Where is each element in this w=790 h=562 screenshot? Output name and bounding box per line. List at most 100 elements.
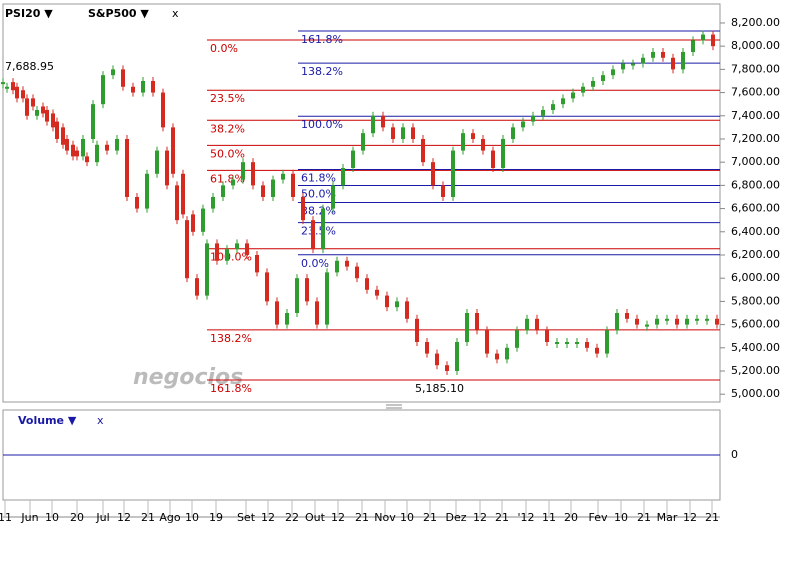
candle: [335, 260, 339, 273]
candle: [115, 138, 119, 151]
candle: [325, 272, 329, 325]
candle: [281, 173, 285, 180]
x-tick-label: 12: [473, 511, 487, 524]
x-tick-label: 10: [400, 511, 414, 524]
candle: [141, 80, 145, 93]
candle: [321, 208, 325, 250]
candle: [561, 98, 565, 105]
candle: [445, 365, 449, 371]
fib-label: 100.0%: [210, 251, 252, 264]
y-tick-label: 5,200.00: [731, 364, 780, 377]
x-tick-label: 21: [495, 511, 509, 524]
annotation: 5,185.10: [415, 382, 464, 395]
candle: [31, 98, 35, 107]
x-tick-label: 11: [542, 511, 556, 524]
close-button[interactable]: x: [97, 414, 104, 427]
candle: [455, 341, 459, 371]
candle: [615, 312, 619, 331]
candle: [241, 162, 245, 180]
candle: [221, 185, 225, 197]
candle: [395, 301, 399, 308]
fib-label: 100.0%: [301, 118, 343, 131]
candle: [1, 82, 5, 85]
candle: [65, 138, 69, 151]
x-tick-label: Nov: [374, 511, 396, 524]
candle: [175, 185, 179, 221]
candle: [651, 51, 655, 58]
candle: [255, 254, 259, 273]
candle: [61, 127, 65, 145]
candle: [305, 278, 309, 302]
candle: [331, 185, 335, 209]
candle: [135, 196, 139, 209]
x-tick-label: 21: [355, 511, 369, 524]
candle: [491, 150, 495, 168]
candle: [551, 104, 555, 110]
candle: [355, 266, 359, 279]
series-selector[interactable]: S&P500 ▼: [88, 7, 149, 20]
volume-title[interactable]: Volume ▼: [18, 414, 77, 427]
candle: [571, 92, 575, 99]
close-button[interactable]: x: [172, 7, 179, 20]
candle: [271, 179, 275, 197]
candle: [315, 301, 319, 325]
candle: [415, 318, 419, 342]
y-tick-label: 5,000.00: [731, 387, 780, 400]
candle: [341, 167, 345, 186]
candle: [515, 330, 519, 348]
fib-label: 61.8%: [301, 171, 336, 184]
candle: [585, 341, 589, 348]
candle: [385, 295, 389, 308]
candle: [535, 318, 539, 331]
candle: [25, 98, 29, 116]
x-tick-label: Dez: [445, 511, 466, 524]
fib-label: 161.8%: [210, 382, 252, 395]
candle: [145, 173, 149, 209]
candle: [655, 318, 659, 325]
fib-label: 38.2%: [301, 205, 336, 218]
candle: [291, 173, 295, 197]
candle: [361, 133, 365, 151]
fib-label: 50.0%: [301, 187, 336, 200]
x-tick-label: 20: [70, 511, 84, 524]
candle: [711, 34, 715, 47]
candle: [405, 301, 409, 319]
fib-label: 23.5%: [301, 225, 336, 238]
annotation: 7,688.95: [5, 60, 54, 73]
y-tick-label: 7,400.00: [731, 109, 780, 122]
candle: [225, 249, 229, 261]
candle: [265, 272, 269, 302]
candle: [601, 75, 605, 81]
x-tick-label: Fev: [588, 511, 607, 524]
candle: [555, 341, 559, 344]
candle: [611, 69, 615, 76]
candle: [15, 86, 19, 99]
candle: [131, 86, 135, 93]
candle: [185, 220, 189, 279]
y-tick-label: 7,600.00: [731, 86, 780, 99]
candle: [591, 80, 595, 87]
fib-label: 138.2%: [210, 332, 252, 345]
candle: [401, 127, 405, 139]
candle: [55, 121, 59, 139]
candle: [365, 278, 369, 290]
candle: [351, 150, 355, 168]
candle: [201, 208, 205, 232]
y-tick-label: 6,400.00: [731, 225, 780, 238]
candle: [11, 82, 15, 91]
candle: [661, 51, 665, 58]
x-tick-label: 12: [261, 511, 275, 524]
candle: [95, 144, 99, 163]
y-tick-label: 6,000.00: [731, 271, 780, 284]
candle: [565, 341, 569, 344]
candle: [205, 243, 209, 296]
x-tick-label: 12: [331, 511, 345, 524]
x-tick-label: Set: [237, 511, 256, 524]
candle: [21, 90, 25, 99]
candle: [391, 127, 395, 139]
series-selector[interactable]: PSI20 ▼: [5, 7, 53, 20]
watermark: negocios: [133, 365, 243, 390]
fib-label: 138.2%: [301, 65, 343, 78]
candle: [521, 121, 525, 128]
candle: [301, 196, 305, 221]
